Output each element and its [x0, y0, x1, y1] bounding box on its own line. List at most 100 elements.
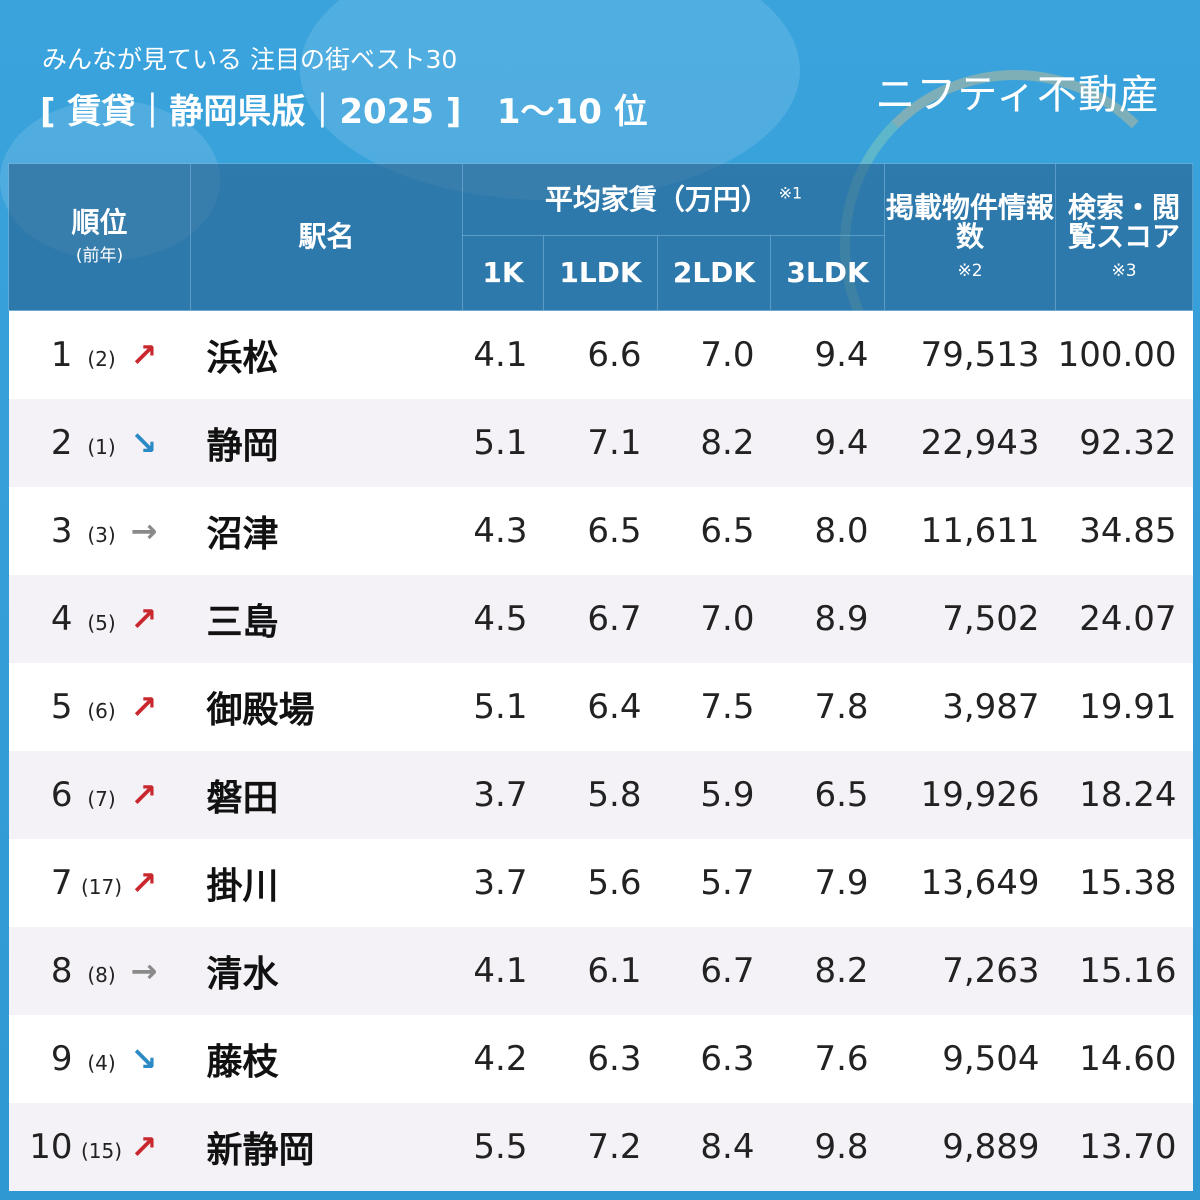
rent-1ldk: 6.1: [543, 926, 658, 1015]
rank-cell: 6 (7) ↗: [8, 750, 191, 839]
search-score: 34.85: [1055, 486, 1193, 575]
previous-rank: (6): [87, 698, 116, 723]
rank-cell: 1 (2) ↗: [8, 310, 191, 399]
listings-count: 13,649: [884, 838, 1056, 927]
rank: 9: [50, 1038, 73, 1079]
rank-cell: 8 (8) →: [8, 926, 191, 1015]
page-title: [ 賃貸｜静岡県版｜2025 ] 1〜10 位: [40, 92, 648, 132]
listings-count: 19,926: [884, 750, 1056, 839]
rank-cell: 3 (3) →: [8, 486, 191, 575]
trend-same-arrow-icon: →: [130, 511, 158, 550]
rent-1ldk: 7.2: [543, 1102, 658, 1191]
rent-1ldk: 6.3: [543, 1014, 658, 1103]
rent-3ldk: 8.9: [770, 574, 885, 663]
station-name: 浜松: [190, 310, 463, 399]
station-name: 沼津: [190, 486, 463, 575]
header-1ldk: 1LDK: [543, 235, 658, 311]
rent-1k: 4.1: [462, 310, 544, 399]
rent-2ldk: 5.7: [657, 838, 771, 927]
rent-3ldk: 9.8: [770, 1102, 885, 1191]
rank-cell: 4 (5) ↗: [8, 574, 191, 663]
rent-1k: 5.5: [462, 1102, 544, 1191]
search-score: 14.60: [1055, 1014, 1193, 1103]
rent-1ldk: 6.5: [543, 486, 658, 575]
rank: 10: [29, 1126, 73, 1167]
trend-up-arrow-icon: ↗: [130, 863, 158, 902]
header-rank: 順位 (前年): [8, 163, 191, 311]
rent-1ldk: 6.6: [543, 310, 658, 399]
search-score: 19.91: [1055, 662, 1193, 751]
trend-down-arrow-icon: ↘: [130, 1039, 158, 1078]
rent-3ldk: 9.4: [770, 310, 885, 399]
ranking-table: 順位 (前年) 駅名 平均家賃（万円） ※1 掲載物件情報数 ※2 検索・閲覧スコア…: [8, 163, 1194, 1191]
search-score: 92.32: [1055, 398, 1193, 487]
rank-cell: 10 (15) ↗: [8, 1102, 191, 1191]
header-station: 駅名: [190, 163, 463, 311]
table-row: 7 (17) ↗ 掛川 3.7 5.6 5.7 7.9 13,649 15.38: [8, 838, 1193, 927]
rank: 8: [50, 950, 73, 991]
previous-rank: (17): [80, 874, 123, 899]
search-score: 15.16: [1055, 926, 1193, 1015]
rent-1k: 4.3: [462, 486, 544, 575]
rank: 2: [50, 422, 73, 463]
previous-rank: (5): [87, 610, 116, 635]
subtitle: みんなが見ている 注目の街ベスト30: [42, 45, 458, 74]
rent-2ldk: 7.0: [657, 574, 771, 663]
listings-count: 9,889: [884, 1102, 1056, 1191]
trend-up-arrow-icon: ↗: [130, 335, 158, 374]
table-row: 8 (8) → 清水 4.1 6.1 6.7 8.2 7,263 15.16: [8, 926, 1193, 1015]
previous-rank: (15): [80, 1138, 123, 1163]
trend-same-arrow-icon: →: [130, 951, 158, 990]
rent-3ldk: 9.4: [770, 398, 885, 487]
table-row: 2 (1) ↘ 静岡 5.1 7.1 8.2 9.4 22,943 92.32: [8, 398, 1193, 487]
rent-1k: 4.5: [462, 574, 544, 663]
station-name: 藤枝: [190, 1014, 463, 1103]
search-score: 18.24: [1055, 750, 1193, 839]
table-row: 9 (4) ↘ 藤枝 4.2 6.3 6.3 7.6 9,504 14.60: [8, 1014, 1193, 1103]
search-score: 13.70: [1055, 1102, 1193, 1191]
rent-3ldk: 6.5: [770, 750, 885, 839]
rank: 1: [50, 334, 73, 375]
header-score: 検索・閲覧スコア ※3: [1055, 163, 1194, 311]
rank-cell: 2 (1) ↘: [8, 398, 191, 487]
listings-count: 11,611: [884, 486, 1056, 575]
station-name: 磐田: [190, 750, 463, 839]
listings-count: 79,513: [884, 310, 1056, 399]
table-row: 4 (5) ↗ 三島 4.5 6.7 7.0 8.9 7,502 24.07: [8, 574, 1193, 663]
rank: 3: [50, 510, 73, 551]
previous-rank: (3): [87, 522, 116, 547]
rent-2ldk: 7.5: [657, 662, 771, 751]
trend-up-arrow-icon: ↗: [130, 775, 158, 814]
search-score: 24.07: [1055, 574, 1193, 663]
rent-2ldk: 8.4: [657, 1102, 771, 1191]
rent-1ldk: 6.7: [543, 574, 658, 663]
rank: 6: [50, 774, 73, 815]
station-name: 御殿場: [190, 662, 463, 751]
previous-rank: (4): [87, 1050, 116, 1075]
table-row: 1 (2) ↗ 浜松 4.1 6.6 7.0 9.4 79,513 100.00: [8, 310, 1193, 399]
station-name: 新静岡: [190, 1102, 463, 1191]
rent-1ldk: 5.8: [543, 750, 658, 839]
rent-3ldk: 7.9: [770, 838, 885, 927]
rent-2ldk: 5.9: [657, 750, 771, 839]
rent-3ldk: 8.2: [770, 926, 885, 1015]
rank: 5: [50, 686, 73, 727]
trend-up-arrow-icon: ↗: [130, 599, 158, 638]
header-listings: 掲載物件情報数 ※2: [884, 163, 1057, 311]
rent-1ldk: 6.4: [543, 662, 658, 751]
previous-rank: (1): [87, 434, 116, 459]
rent-1k: 3.7: [462, 750, 544, 839]
table-row: 6 (7) ↗ 磐田 3.7 5.8 5.9 6.5 19,926 18.24: [8, 750, 1193, 839]
listings-count: 7,502: [884, 574, 1056, 663]
table-row: 5 (6) ↗ 御殿場 5.1 6.4 7.5 7.8 3,987 19.91: [8, 662, 1193, 751]
rent-1k: 4.1: [462, 926, 544, 1015]
search-score: 100.00: [1055, 310, 1193, 399]
search-score: 15.38: [1055, 838, 1193, 927]
rent-1k: 5.1: [462, 662, 544, 751]
station-name: 三島: [190, 574, 463, 663]
previous-rank: (2): [87, 346, 116, 371]
rent-2ldk: 6.5: [657, 486, 771, 575]
rent-1k: 3.7: [462, 838, 544, 927]
table-row: 3 (3) → 沼津 4.3 6.5 6.5 8.0 11,611 34.85: [8, 486, 1193, 575]
station-name: 清水: [190, 926, 463, 1015]
